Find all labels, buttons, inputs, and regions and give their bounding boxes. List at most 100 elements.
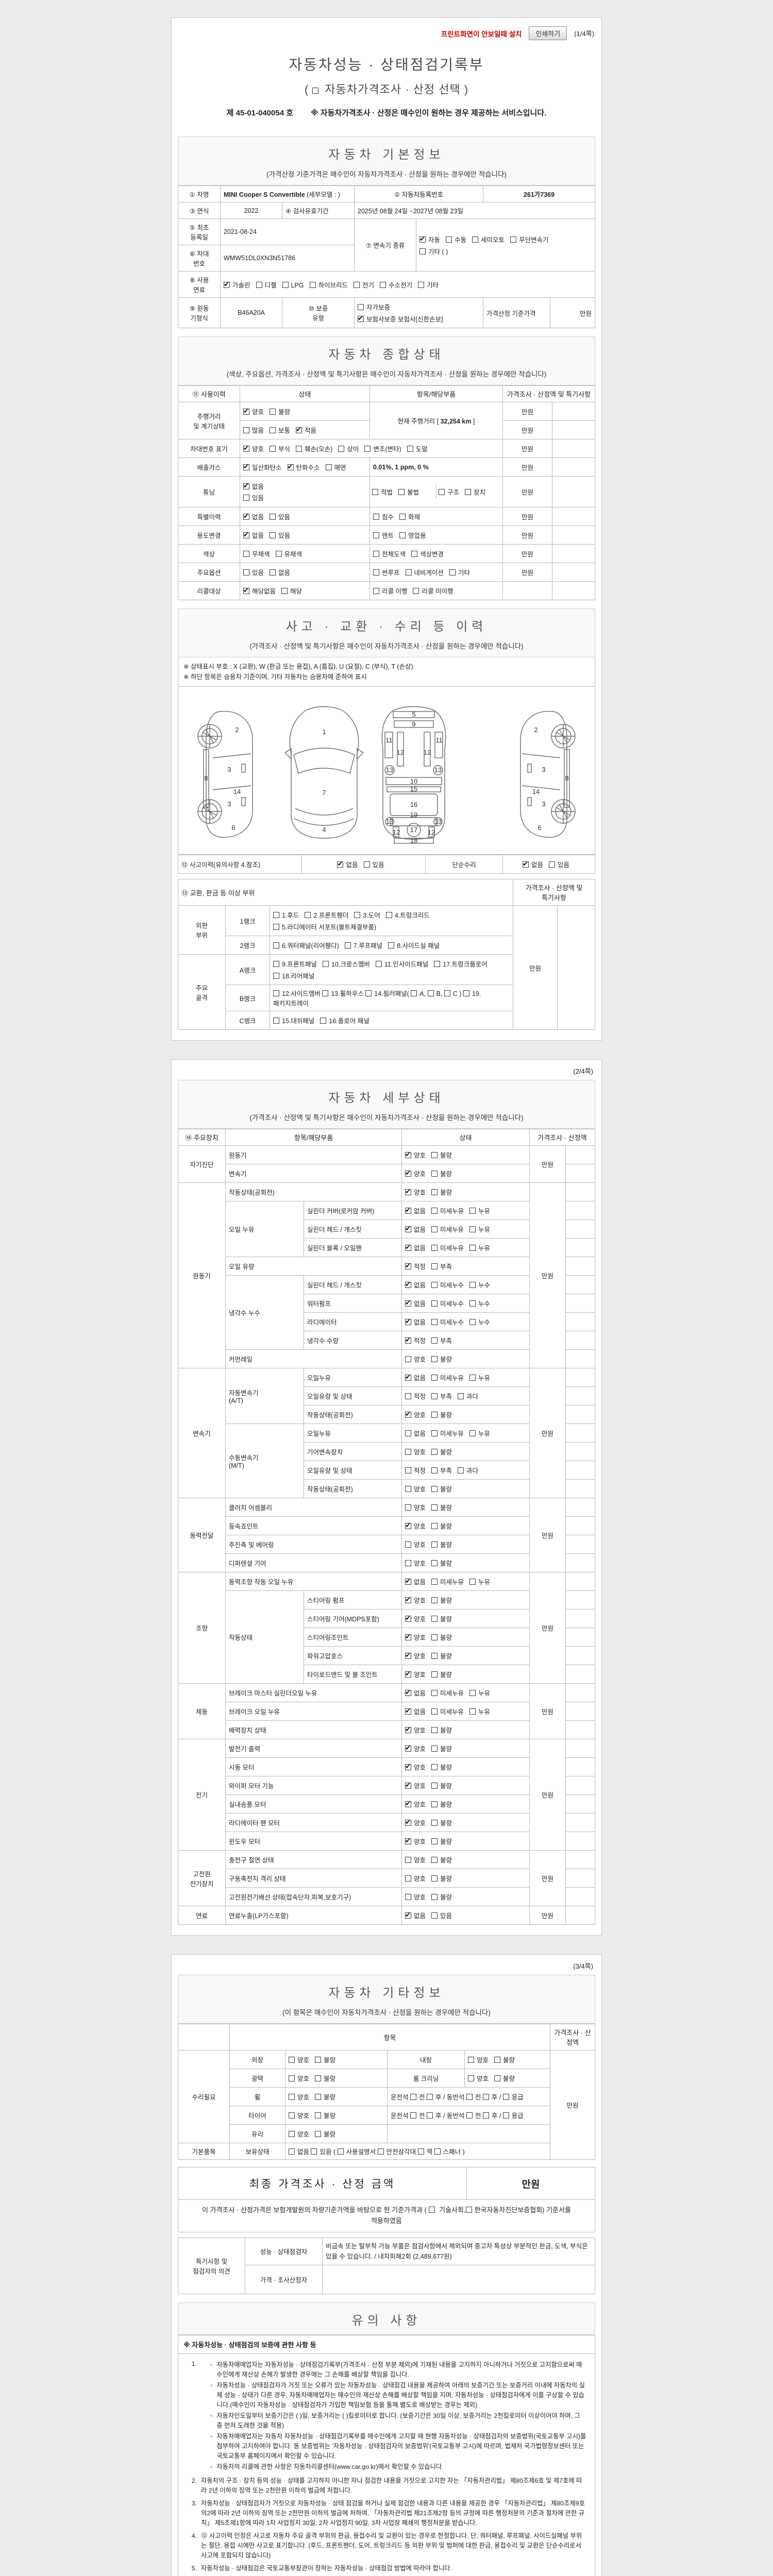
option-label: 없음 [252,514,264,521]
check-option: 불량 [270,406,290,416]
checkbox-unchecked-icon [411,990,417,996]
table-row: ⑤ 최초 등록일 2021-08-24 ⑦ 변속기 종류 자동 수동 세미오토 무단변… [178,218,595,272]
note-cell [565,1257,595,1276]
section-note: (색상, 주요옵션, 가격조사 · 산정액 및 특기사항은 매수인이 자동차가격… [226,370,547,378]
item-label: 오일유량 및 상태 [304,1461,402,1480]
option-label: 과다 [466,1467,479,1475]
print-button[interactable]: 인쇄하기 [529,26,567,40]
item-label: 파워고압호스 [304,1646,402,1665]
note-cell [565,1590,595,1609]
row-label: 배출가스 [178,457,240,477]
checkbox-unchecked-icon [322,990,329,996]
price-unit: 만원 [502,420,552,439]
checkbox-unchecked-icon [385,912,392,918]
text-segment: 전 [418,2094,427,2101]
notice-item-body: ◦ 자동차매매업자는 자동차성능 · 상태점검기록부(가격조사 · 산정 부분 제… [201,2359,587,2473]
check-option: 불량 [431,1651,452,1660]
checkbox-checked-icon [243,407,249,415]
first-registration-value: 2021-08-24 [220,218,355,245]
check-option: 양호 [405,1855,426,1865]
checkbox-unchecked-icon [325,464,332,470]
check-option: 있음 [431,1910,452,1920]
option-label: 구조 [447,489,460,496]
field-label: ⑦ 변속기 종류 [354,218,417,272]
checkbox-unchecked-icon [281,588,288,594]
checkbox-unchecked-icon [410,2094,416,2100]
check-option: 누유 [469,1688,490,1698]
check-option: 부식 [270,444,290,453]
section-title: 자동차 기본정보 [328,148,445,162]
check-option: 불량 [431,1669,452,1679]
price-unit: 만원 [529,1739,566,1851]
text-segment: 운전석 [391,2094,410,2101]
option-label: 불량 [503,2075,515,2082]
price-unit: 만원 [529,1145,566,1183]
check-option: 과다 [458,1465,478,1475]
status-options: 없음 있음 [301,855,426,874]
checkbox-unchecked-icon [469,1708,476,1715]
price-unit: 만원 [529,1850,566,1906]
model-year-value: 2022 [220,202,282,219]
checkbox-unchecked-icon [431,1597,438,1603]
section-accident-history: 사고 · 교환 · 수리 등 이력 (가격조사 · 산정액 및 특기사항은 매수… [178,608,595,657]
checkbox-unchecked-icon [273,961,279,967]
status-options: 양호 불량 [401,1665,530,1684]
check-option: 양호 [405,1651,426,1660]
check-option: 기타 [418,280,439,290]
status-options: 양호 불량 [401,1516,530,1535]
table-row: 색상 무채색 유채색 전체도색 색상변경 만원 [178,544,595,563]
status-options: 무채색 유채색 [240,544,370,563]
group-label: 수리필요 [178,2050,230,2143]
checkbox-unchecked-icon [431,1319,438,1325]
option-label: 양호 [297,2094,310,2101]
table-row: 동력전달 클러치 어셈블리 양호 불량 만원 [178,1498,595,1572]
check-option: 없음 [405,1206,426,1215]
device-group-label: 원동기 [178,1182,226,1368]
page-indicator-3: (3/4쪽) [573,1962,593,1970]
note-cell [565,1739,595,1758]
section-title: 자동차 세부상태 [328,1091,445,1105]
check-option: 양호 [243,444,264,453]
status-options: 없음 미세누수 누수 [401,1294,530,1313]
checkbox-checked-icon [405,1317,411,1326]
part-options: 전체도색 색상변경 [369,544,503,563]
table-row: 기본품목 보유상태 없음 있음 ( 사용설명서 안전삼각대 잭 스패너 ) [178,2143,595,2160]
table-row: 추진축 및 베어링 양호 불량 [178,1535,595,1554]
option-label: 불량 [440,1560,452,1567]
checkbox-unchecked-icon [502,2094,509,2100]
option-label: 불량 [440,1152,452,1159]
table-row: 커먼레일 양호 불량 [178,1349,595,1368]
note-cell [565,1646,595,1665]
check-option: 도말 [407,444,428,453]
section-note: (이 항목은 매수인이 자동차가격조사 · 산정을 원하는 경우에만 적습니다) [282,2009,491,2016]
checkbox-unchecked-icon [549,861,555,868]
check-option: 양호 [405,1614,426,1623]
checkbox-unchecked-icon [468,2057,474,2063]
check-option: 일산화탄소 [243,462,282,472]
check-option: 있음 [243,493,366,502]
checkbox-unchecked-icon [434,961,441,967]
table-row: 자기진단원동기양호불량만원 [178,1145,595,1183]
option-label: 적정 [414,1337,426,1345]
option-label: 있음 [252,495,264,502]
car-damage-diagram: 2 3 8 14 3 6 1 7 4 5 9 11 11 12 12 13 13 [178,687,595,855]
item-label: 유리 [229,2124,285,2143]
exchange-panel-table: ⑬ 교환, 판금 등 이상 부위 가격조사 · 산정액 및 특기사항 외판 부위… [177,879,595,1030]
check-option: 양호 [405,1502,426,1512]
check-option: 부족 [431,1335,452,1345]
checkbox-unchecked-icon [482,2094,489,2100]
inspector-opinion-text: 비금속 또는 탈부착 가능 부품은 점검사항에서 제외되며 중고차 특성상 부분… [322,2237,595,2265]
checkbox-checked-icon [405,1225,411,1233]
device-group-label: 고전원 전기장치 [178,1850,226,1906]
note-cell [565,1312,595,1331]
table-row: 고전원전기배선 상태(접속단자,피복,보호기구) 양호 불량 [178,1887,595,1906]
vin-value: WMW51DL0XN3N51786 [220,245,355,272]
status-options: 양호 불량 [401,1832,530,1851]
checkbox-unchecked-icon [309,281,316,288]
option-label: 없음 [252,483,264,490]
checkbox-checked-icon [405,1818,411,1826]
price-unit: 만원 [502,439,552,458]
option-label: 미세누유 [440,1430,464,1437]
note-cell [565,1609,595,1628]
checkbox-unchecked-icon [469,1579,476,1585]
